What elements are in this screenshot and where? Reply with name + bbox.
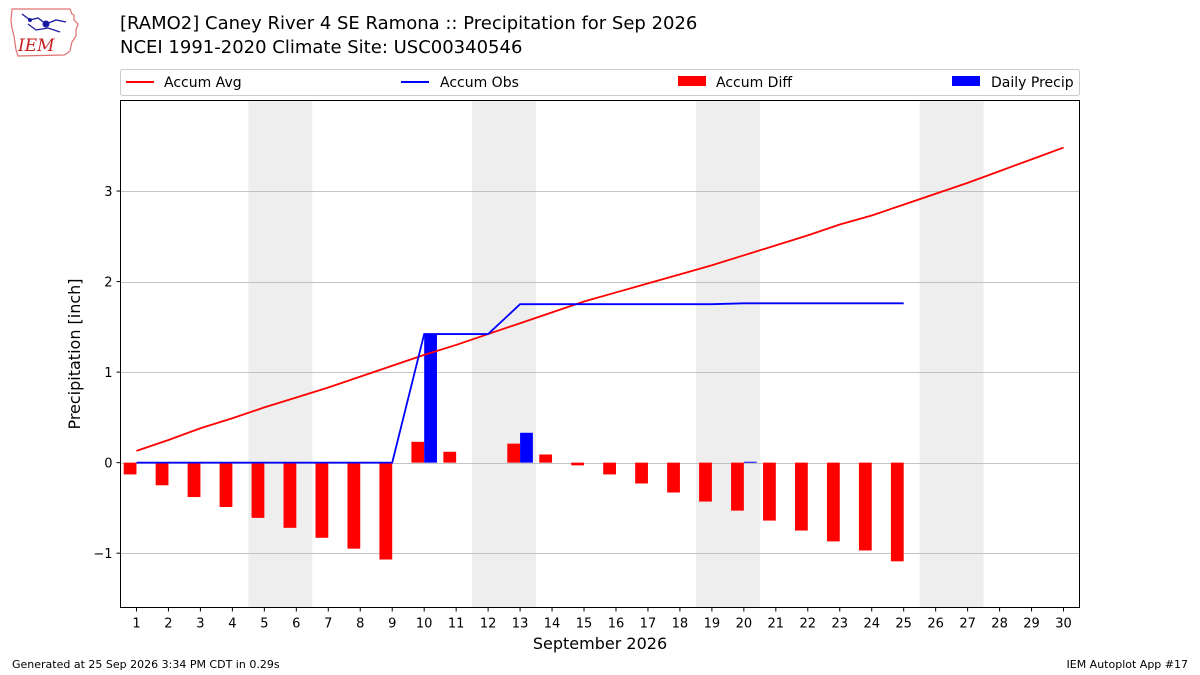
x-tick-label: 7 [324,617,332,632]
accum-diff-bar [347,462,361,549]
accum-diff-bar [379,462,393,560]
x-tick-label: 19 [704,617,721,632]
accum-diff-bar [443,451,457,463]
x-tick-label: 3 [196,617,204,632]
accum-diff-bar [507,443,521,463]
x-tick-label: 22 [800,617,817,632]
x-tick-label: 21 [768,617,785,632]
y-axis-label: Precipitation [inch] [65,278,84,429]
weekend-band [919,100,984,608]
app-id: IEM Autoplot App #17 [1066,658,1189,671]
y-axis-ticks: −1 0 1 2 3 [93,185,121,562]
x-tick-label: 14 [544,617,561,632]
accum-diff-bar [890,462,904,562]
accum-diff-bar [571,462,585,466]
x-tick-label: 18 [672,617,689,632]
generated-timestamp: Generated at 25 Sep 2026 3:34 PM CDT in … [12,658,280,671]
y-tick-label: 0 [104,457,112,472]
daily-precip-bar [520,432,533,463]
x-tick-label: 2 [164,617,172,632]
y-tick-label: −1 [93,547,112,562]
x-tick-label: 23 [831,617,848,632]
iem-logo: IEM [8,6,82,58]
x-tick-label: 11 [448,617,465,632]
x-axis-ticks: 1 2 3 4 5 6 7 8 9 10 11 12 13 14 15 16 17 18 19 20 21 22 23 24 2… [132,607,1072,632]
accum-diff-bar [635,462,648,484]
x-tick-label: 20 [736,617,753,632]
legend-label-accum-obs: Accum Obs [440,75,519,91]
accum-diff-bar [731,462,744,511]
accum-diff-bar [603,462,616,475]
weekend-band [695,100,760,608]
accum-diff-bar [123,462,137,475]
legend-item-daily-precip: Daily Precip [952,75,1074,91]
daily-precip-bar [424,334,437,463]
y-tick-label: 3 [104,185,112,200]
legend-item-accum-avg: Accum Avg [126,75,242,91]
logo-text: IEM [17,36,55,56]
x-tick-label: 26 [927,617,944,632]
legend-item-accum-diff: Accum Diff [678,75,792,91]
legend-label-accum-diff: Accum Diff [716,75,792,91]
weekend-shading [248,100,984,608]
x-tick-label: 13 [512,617,529,632]
x-tick-label: 10 [416,617,433,632]
x-tick-label: 25 [895,617,912,632]
page-subtitle: NCEI 1991-2020 Climate Site: USC00340546 [120,37,523,58]
plot-frame [120,100,1080,608]
x-tick-label: 12 [480,617,497,632]
weekend-band [472,100,537,608]
x-tick-label: 30 [1055,617,1072,632]
accum-diff-bar [667,462,680,493]
x-tick-label: 24 [863,617,880,632]
accum-diff-bar [251,462,265,518]
accum-diff-bar [219,462,233,508]
accum-diff-bar [283,462,297,528]
legend-item-accum-obs: Accum Obs [401,75,519,91]
accum-diff-bar [763,462,776,521]
accum-diff-bar [539,454,553,463]
x-tick-label: 27 [959,617,976,632]
x-tick-label: 28 [991,617,1008,632]
accum-diff-bar [187,462,201,498]
weekend-band [248,100,313,608]
legend-frame [120,69,1080,96]
x-tick-label: 4 [228,617,236,632]
page-title: [RAMO2] Caney River 4 SE Ramona :: Preci… [120,13,698,34]
accum-diff-bar [699,462,712,502]
x-tick-label: 5 [260,617,268,632]
accum-diff-bar [315,462,329,538]
iowa-map-icon: IEM [10,8,79,57]
x-tick-label: 8 [356,617,364,632]
legend: Accum Avg Accum Obs Accum Diff Daily Pre… [120,69,1080,96]
accum-diff-bar [858,462,872,551]
daily-precip-bar [743,461,757,463]
accum-diff-bar [155,462,169,486]
x-tick-label: 16 [608,617,625,632]
x-tick-label: 15 [576,617,593,632]
legend-label-accum-avg: Accum Avg [164,75,242,91]
legend-swatch-accum-diff [678,76,706,86]
x-axis-label: September 2026 [533,634,667,653]
bars [123,334,904,562]
y-tick-label: 2 [104,276,112,291]
accum-obs-line [136,302,904,464]
x-tick-label: 9 [388,617,396,632]
accum-avg-line [136,146,1064,452]
accum-diff-bar [794,462,808,531]
x-tick-label: 17 [640,617,657,632]
lines [136,146,1064,464]
x-tick-label: 6 [292,617,300,632]
x-tick-label: 1 [132,617,140,632]
accum-diff-bar [826,462,840,542]
legend-swatch-daily-precip [952,76,980,86]
x-tick-label: 29 [1023,617,1040,632]
accum-diff-bar [411,441,425,463]
legend-label-daily-precip: Daily Precip [991,75,1074,91]
y-tick-label: 1 [104,366,112,381]
